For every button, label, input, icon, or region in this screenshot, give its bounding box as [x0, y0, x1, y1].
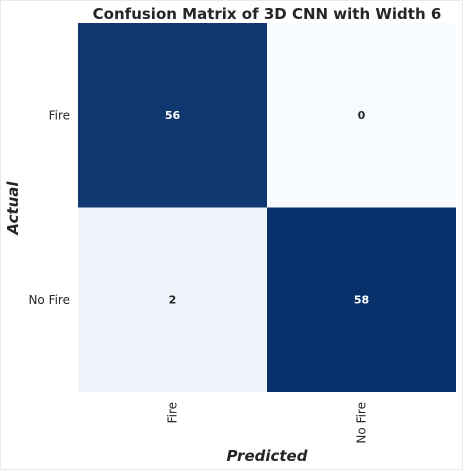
- y-axis-ticks: Fire No Fire: [28, 108, 70, 307]
- heatmap-cell-no-fire-fire: [78, 207, 267, 392]
- heatmap-cell-labels: 56 0 2 58: [165, 109, 369, 307]
- heatmap-cell-fire-fire: [78, 23, 267, 208]
- heatmap-cells: [78, 23, 456, 392]
- cell-value-label: 0: [358, 109, 366, 122]
- x-axis-label: Predicted: [227, 447, 308, 465]
- y-axis-label: Actual: [4, 181, 22, 236]
- y-tick-label: No Fire: [28, 293, 70, 307]
- x-axis-ticks: Fire No Fire: [166, 402, 369, 444]
- cell-value-label: 56: [165, 109, 181, 122]
- x-tick-label: Fire: [166, 402, 180, 423]
- chart-title: Confusion Matrix of 3D CNN with Width 6: [93, 5, 442, 23]
- cell-value-label: 58: [354, 293, 369, 306]
- heatmap-cell-no-fire-no-fire: [267, 207, 456, 392]
- y-tick-label: Fire: [49, 108, 70, 122]
- heatmap-cell-fire-no-fire: [267, 23, 456, 208]
- cell-value-label: 2: [169, 293, 177, 306]
- x-tick-label: No Fire: [355, 402, 369, 444]
